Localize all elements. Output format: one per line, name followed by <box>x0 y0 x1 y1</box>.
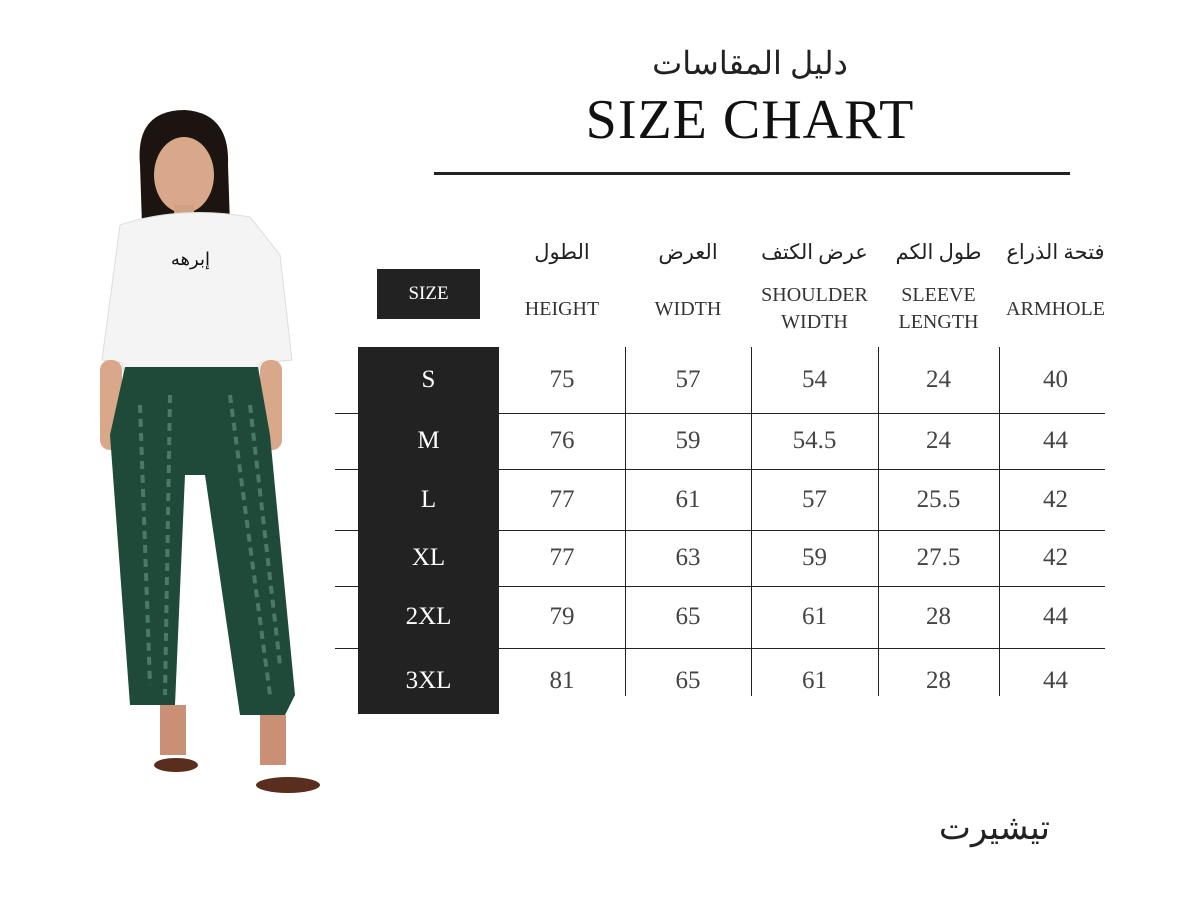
value-cell: 54.5 <box>792 427 837 454</box>
column-divider <box>999 347 1000 696</box>
value-cell: 65 <box>675 603 701 630</box>
column-header-english: HEIGHT <box>524 298 600 320</box>
title-arabic: دليل المقاسات <box>652 45 848 81</box>
value-cell: 77 <box>549 544 575 571</box>
value-cell: 57 <box>675 366 701 393</box>
value-cell: 28 <box>926 666 951 694</box>
value-cell: 44 <box>1043 427 1068 454</box>
value-cell: 81 <box>549 666 575 694</box>
size-cell: L <box>420 485 437 513</box>
value-cell: 24 <box>926 427 951 454</box>
value-cell: 59 <box>675 427 701 454</box>
page-title: SIZE CHART <box>585 89 915 151</box>
footer-label: تيشيرت <box>938 810 1050 847</box>
value-cell: 77 <box>549 485 575 513</box>
column-header-arabic: الطول <box>534 240 590 264</box>
column-header-english: SLEEVE LENGTH <box>898 284 979 333</box>
value-cell: 61 <box>802 666 827 694</box>
column-header-arabic: العرض <box>658 240 718 264</box>
value-cell: 27.5 <box>916 544 961 571</box>
value-cell: 54 <box>802 366 827 393</box>
value-cell: 42 <box>1043 544 1068 571</box>
value-cell: 25.5 <box>916 485 961 513</box>
value-cell: 28 <box>926 603 951 630</box>
size-header: SIZE <box>377 269 480 319</box>
value-cell: 79 <box>549 603 575 630</box>
size-cell: XL <box>411 544 446 571</box>
value-cell: 24 <box>926 366 951 393</box>
value-cell: 57 <box>802 485 827 513</box>
value-cell: 75 <box>549 366 575 393</box>
size-cell: S <box>421 366 436 393</box>
row-divider <box>335 648 1105 649</box>
column-header-arabic: طول الكم <box>895 240 982 264</box>
value-cell: 40 <box>1043 366 1068 393</box>
model-photo: إبرهه <box>100 110 320 793</box>
column-divider <box>625 347 626 696</box>
shirt-logo: إبرهه <box>171 249 210 270</box>
column-header-english: ARMHOLE <box>1006 298 1105 320</box>
value-cell: 76 <box>549 427 575 454</box>
value-cell: 59 <box>802 544 827 571</box>
row-divider <box>335 413 1105 414</box>
column-divider <box>751 347 752 696</box>
row-divider <box>335 469 1105 470</box>
title-divider <box>434 172 1070 175</box>
size-cell: M <box>417 427 440 454</box>
value-cell: 44 <box>1043 666 1068 694</box>
column-divider <box>878 347 879 696</box>
column-header-english: SHOULDER WIDTH <box>761 284 868 333</box>
column-header-english: WIDTH <box>654 298 722 320</box>
size-cell: 3XL <box>405 666 452 694</box>
row-divider <box>335 586 1105 587</box>
size-cell: 2XL <box>405 603 452 630</box>
value-cell: 42 <box>1043 485 1068 513</box>
column-header-arabic: عرض الكتف <box>761 240 868 264</box>
value-cell: 61 <box>802 603 827 630</box>
value-cell: 63 <box>675 544 701 571</box>
value-cell: 61 <box>675 485 701 513</box>
value-cell: 44 <box>1043 603 1068 630</box>
row-divider <box>335 530 1105 531</box>
column-header-arabic: فتحة الذراع <box>1006 240 1105 264</box>
value-cell: 65 <box>675 666 701 694</box>
